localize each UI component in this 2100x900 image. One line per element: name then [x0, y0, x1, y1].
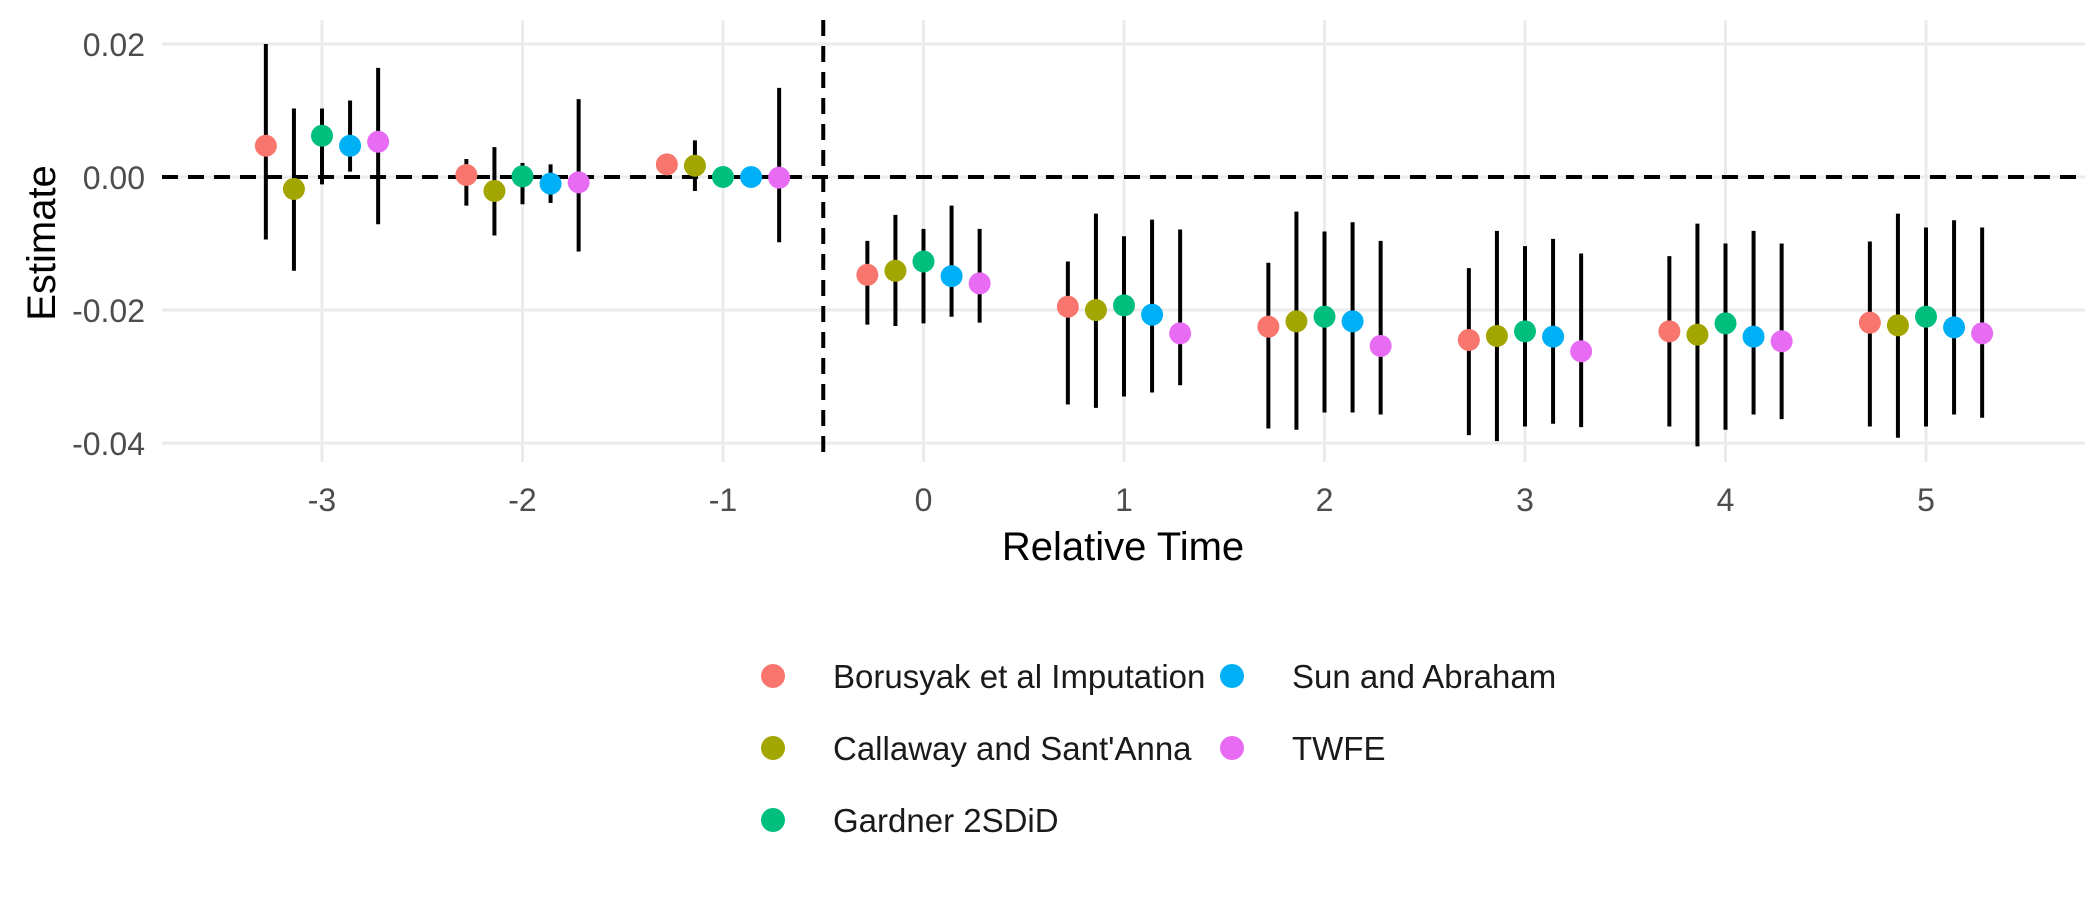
legend-key: [1220, 736, 1244, 760]
data-point: [1141, 303, 1164, 326]
data-point: [740, 166, 763, 188]
data-point: [1285, 310, 1308, 333]
data-point: [339, 134, 362, 157]
data-point: [1943, 316, 1966, 339]
data-point: [912, 250, 935, 273]
data-point: [1686, 323, 1709, 346]
data-point: [367, 130, 390, 153]
data-point: [655, 153, 678, 176]
x-tick-label: 0: [915, 482, 933, 518]
data-point: [1257, 315, 1280, 338]
x-tick-label: 4: [1717, 482, 1735, 518]
data-point: [884, 259, 907, 282]
reference-lines: [162, 20, 2085, 462]
data-point: [1542, 325, 1565, 348]
legend-label: Gardner 2SDiD: [833, 802, 1059, 839]
legend-key: [1220, 664, 1244, 688]
x-tick-label: 3: [1516, 482, 1534, 518]
data-point: [1570, 340, 1593, 363]
data-point: [1084, 299, 1107, 322]
data-point: [483, 179, 506, 202]
data-point: [1742, 325, 1765, 348]
axis-tick-labels: -3 -2 -1 0 1 2 3 4 5 0.02 0.00 -0.02 -0.04: [72, 27, 1935, 518]
data-point: [712, 166, 734, 188]
data-point: [768, 166, 791, 189]
x-axis-title: Relative Time: [1002, 525, 1244, 569]
data-point: [1313, 305, 1336, 328]
legend-key: [761, 736, 785, 760]
data-point: [1485, 324, 1508, 347]
data-point: [1658, 320, 1681, 343]
data-point: [567, 171, 590, 194]
x-tick-label: -3: [308, 482, 336, 518]
legend-label: Sun and Abraham: [1292, 658, 1556, 695]
data-point: [856, 263, 879, 286]
y-tick-label: 0.02: [83, 27, 145, 63]
legend-label: TWFE: [1292, 730, 1385, 767]
data-point: [683, 154, 706, 177]
data-point: [1056, 295, 1079, 318]
x-tick-label: 5: [1917, 482, 1935, 518]
data-point: [968, 272, 991, 295]
x-tick-label: 1: [1115, 482, 1133, 518]
legend-key: [761, 664, 785, 688]
data-point: [1714, 312, 1737, 335]
y-tick-label: 0.00: [83, 160, 145, 196]
y-axis-title: Estimate: [20, 165, 64, 321]
data-point: [1369, 334, 1392, 357]
data-point: [1457, 328, 1480, 351]
data-point: [1514, 320, 1536, 343]
data-point: [1886, 314, 1909, 337]
y-tick-label: -0.02: [72, 293, 145, 329]
data-point: [1971, 322, 1994, 345]
data-point: [311, 124, 333, 147]
data-point: [940, 265, 963, 288]
x-tick-label: -1: [709, 482, 737, 518]
data-point: [1169, 322, 1192, 345]
legend: Borusyak et al Imputation Callaway and Sa…: [761, 658, 1556, 839]
data-point: [1770, 330, 1793, 353]
legend-key: [761, 808, 785, 832]
x-tick-label: 2: [1316, 482, 1334, 518]
y-tick-label: -0.04: [72, 426, 145, 462]
data-point: [1341, 310, 1364, 333]
x-tick-label: -2: [508, 482, 536, 518]
data-point: [1858, 311, 1881, 334]
point-estimates: [254, 124, 1994, 363]
legend-label: Callaway and Sant'Anna: [833, 730, 1192, 767]
data-point: [1915, 305, 1937, 328]
data-point: [455, 164, 478, 187]
data-point: [511, 165, 534, 188]
legend-label: Borusyak et al Imputation: [833, 658, 1205, 695]
data-point: [1113, 294, 1135, 317]
data-point: [539, 172, 562, 195]
data-point: [282, 177, 305, 200]
data-point: [254, 134, 277, 157]
